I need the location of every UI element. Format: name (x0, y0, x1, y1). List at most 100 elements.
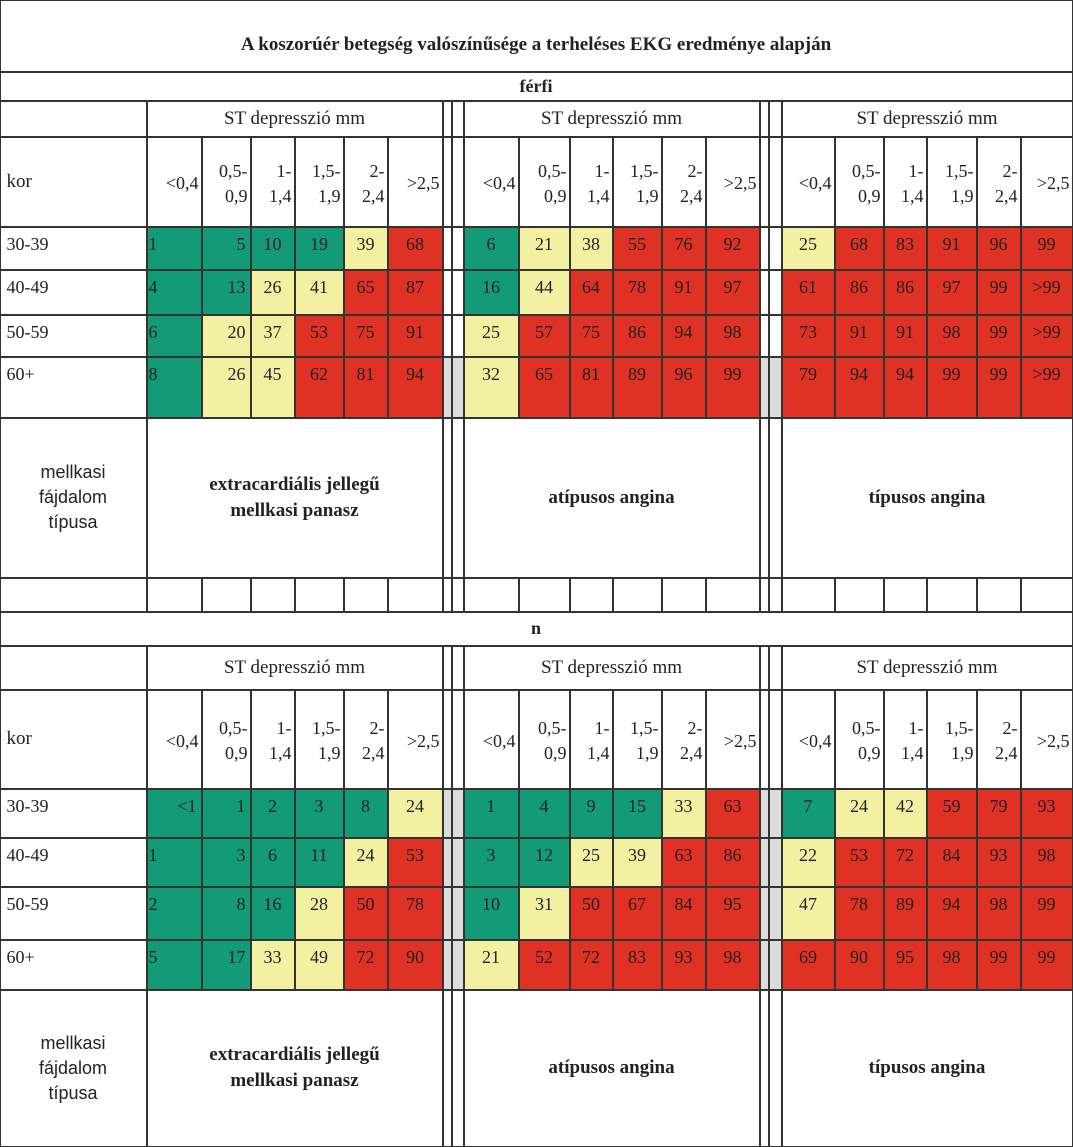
probability-cell: 94 (661, 314, 706, 357)
probability-cell: 84 (926, 837, 977, 887)
probability-cell: 28 (294, 886, 344, 940)
separator-cell (442, 314, 452, 357)
probability-cell: 24 (343, 837, 388, 887)
separator-cell (768, 136, 782, 227)
probability-cell: 65 (518, 356, 570, 418)
probability-cell: 99 (976, 269, 1021, 315)
probability-cell: 84 (661, 886, 706, 940)
probability-cell: 93 (1020, 788, 1073, 838)
pain-type: extracardiális jellegű mellkasi panasz (146, 989, 443, 1147)
separator-cell (442, 136, 452, 227)
st-range-header: 0,5- 0,9 (834, 136, 884, 227)
st-range-header: 1- 1,4 (883, 136, 927, 227)
probability-cell: 5 (201, 226, 251, 270)
separator-cell (451, 939, 464, 990)
blank-cell (343, 577, 388, 612)
st-header-blank (0, 645, 147, 690)
probability-cell: 1 (201, 788, 251, 838)
pain-type-label: mellkasi fájdalom típusa (0, 989, 147, 1147)
separator-cell (759, 226, 769, 270)
blank-cell (705, 577, 760, 612)
probability-cell: 72 (569, 939, 613, 990)
probability-cell: 79 (781, 356, 835, 418)
separator-cell (451, 989, 464, 1147)
probability-cell: 62 (294, 356, 344, 418)
st-depression-label: ST depresszió mm (146, 100, 443, 137)
probability-cell: 97 (705, 269, 760, 315)
probability-cell: 7 (781, 788, 835, 838)
separator-cell (442, 886, 452, 940)
probability-cell: 99 (1020, 939, 1073, 990)
probability-cell: 6 (146, 314, 202, 357)
probability-cell: 96 (661, 356, 706, 418)
blank-cell (661, 577, 706, 612)
probability-cell: 87 (387, 269, 443, 315)
probability-cell: 91 (387, 314, 443, 357)
probability-cell: 99 (926, 356, 977, 418)
separator-cell (768, 100, 782, 137)
probability-cell: 4 (518, 788, 570, 838)
probability-cell: 93 (976, 837, 1021, 887)
probability-cell: 97 (926, 269, 977, 315)
st-range-header: 0,5- 0,9 (518, 689, 570, 789)
blank-cell (569, 577, 613, 612)
probability-cell: 72 (343, 939, 388, 990)
probability-cell: 73 (781, 314, 835, 357)
blank-cell (463, 577, 519, 612)
probability-cell: 95 (705, 886, 760, 940)
st-range-header: 1- 1,4 (883, 689, 927, 789)
probability-cell: 90 (834, 939, 884, 990)
probability-cell: 20 (201, 314, 251, 357)
probability-cell: 24 (387, 788, 443, 838)
probability-cell: 63 (705, 788, 760, 838)
probability-cell: 44 (518, 269, 570, 315)
probability-cell: 75 (343, 314, 388, 357)
st-range-header: >2,5 (705, 136, 760, 227)
probability-cell: 99 (705, 356, 760, 418)
st-range-header: <0,4 (463, 689, 519, 789)
probability-cell: 76 (661, 226, 706, 270)
st-range-header: <0,4 (146, 136, 202, 227)
probability-cell: 25 (463, 314, 519, 357)
probability-cell: 50 (569, 886, 613, 940)
probability-cell: 98 (705, 939, 760, 990)
separator-cell (759, 314, 769, 357)
st-depression-label: ST depresszió mm (781, 645, 1073, 690)
blank-cell (1020, 577, 1073, 612)
age-group: 60+ (0, 356, 147, 418)
separator-cell (759, 939, 769, 990)
probability-cell: 49 (294, 939, 344, 990)
probability-cell: 68 (387, 226, 443, 270)
probability-cell: 1 (146, 837, 202, 887)
probability-cell: 39 (612, 837, 662, 887)
st-depression-label: ST depresszió mm (146, 645, 443, 690)
probability-cell: 86 (834, 269, 884, 315)
blank-cell (781, 577, 835, 612)
blank-cell (883, 577, 927, 612)
pain-type: atípusos angina (463, 989, 760, 1147)
pain-type: extracardiális jellegű mellkasi panasz (146, 417, 443, 578)
separator-cell (759, 989, 769, 1147)
probability-cell: 59 (926, 788, 977, 838)
st-range-header: 2- 2,4 (343, 136, 388, 227)
probability-cell: 98 (1020, 837, 1073, 887)
probability-cell: 99 (1020, 226, 1073, 270)
probability-cell: 65 (343, 269, 388, 315)
separator-cell (768, 314, 782, 357)
separator-cell (759, 136, 769, 227)
separator-cell (759, 356, 769, 418)
probability-cell: 91 (834, 314, 884, 357)
separator-cell (768, 645, 782, 690)
separator-cell (442, 939, 452, 990)
separator-cell (442, 645, 452, 690)
blank-cell (518, 577, 570, 612)
st-range-header: >2,5 (387, 136, 443, 227)
blank-cell (451, 577, 464, 612)
blank-cell (612, 577, 662, 612)
st-range-header: 2- 2,4 (661, 689, 706, 789)
st-range-header: <0,4 (781, 689, 835, 789)
probability-cell: 10 (463, 886, 519, 940)
separator-cell (442, 989, 452, 1147)
separator-cell (759, 100, 769, 137)
